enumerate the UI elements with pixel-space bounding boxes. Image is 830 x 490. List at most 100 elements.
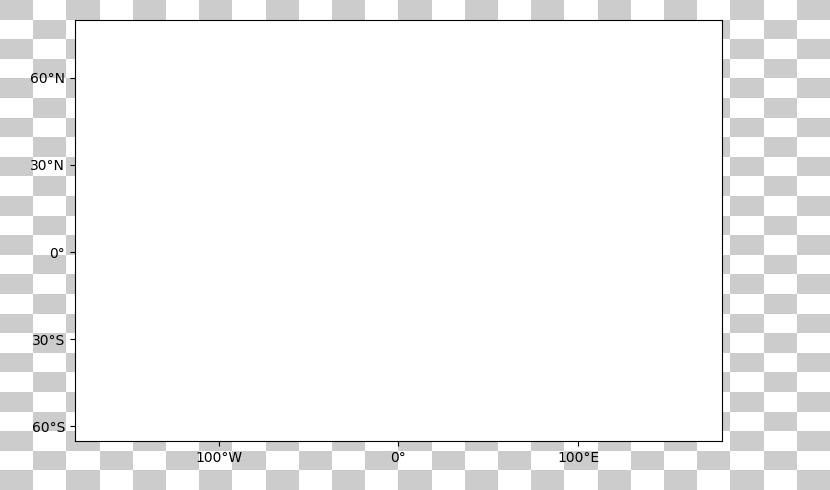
Bar xyxy=(598,274,631,294)
Bar xyxy=(764,235,797,255)
Bar xyxy=(299,372,332,392)
Bar xyxy=(764,353,797,372)
Bar xyxy=(432,412,465,431)
Bar xyxy=(797,255,830,274)
Bar xyxy=(0,470,33,490)
Bar xyxy=(133,157,166,176)
Bar xyxy=(598,59,631,78)
Bar xyxy=(332,118,365,137)
Bar xyxy=(398,137,432,157)
Bar xyxy=(365,255,398,274)
Bar xyxy=(432,235,465,255)
Bar xyxy=(365,235,398,255)
Bar xyxy=(531,196,564,216)
Bar xyxy=(133,0,166,20)
Bar xyxy=(133,353,166,372)
Bar xyxy=(730,137,764,157)
Bar xyxy=(365,59,398,78)
Bar xyxy=(299,196,332,216)
Bar xyxy=(133,98,166,118)
Bar xyxy=(398,0,432,20)
Bar xyxy=(564,294,598,314)
Bar xyxy=(0,0,33,20)
Bar xyxy=(498,20,531,39)
Bar xyxy=(332,255,365,274)
Bar xyxy=(432,353,465,372)
Bar xyxy=(100,353,133,372)
Bar xyxy=(465,235,498,255)
Bar xyxy=(365,176,398,196)
Bar xyxy=(33,431,66,451)
Bar xyxy=(531,98,564,118)
Bar xyxy=(0,59,33,78)
Bar xyxy=(332,137,365,157)
Bar xyxy=(100,235,133,255)
Bar xyxy=(797,451,830,470)
Bar xyxy=(365,353,398,372)
Bar xyxy=(764,98,797,118)
Bar xyxy=(266,20,299,39)
Bar xyxy=(199,333,232,353)
Bar xyxy=(531,255,564,274)
Bar xyxy=(531,353,564,372)
Bar xyxy=(66,157,100,176)
Bar xyxy=(531,118,564,137)
Bar xyxy=(232,98,266,118)
Bar xyxy=(764,470,797,490)
Bar xyxy=(631,235,664,255)
Bar xyxy=(266,98,299,118)
Bar xyxy=(398,372,432,392)
Bar xyxy=(432,0,465,20)
Bar xyxy=(66,431,100,451)
Bar xyxy=(764,216,797,235)
Bar xyxy=(631,216,664,235)
Bar xyxy=(299,470,332,490)
Bar xyxy=(398,118,432,137)
Bar xyxy=(631,98,664,118)
Bar xyxy=(199,431,232,451)
Bar xyxy=(232,39,266,59)
Bar xyxy=(266,314,299,333)
Bar xyxy=(33,451,66,470)
Bar xyxy=(332,392,365,412)
Bar xyxy=(166,98,199,118)
Bar xyxy=(232,431,266,451)
Bar xyxy=(432,431,465,451)
Bar xyxy=(697,78,730,98)
Bar xyxy=(398,255,432,274)
Bar xyxy=(199,451,232,470)
Bar xyxy=(730,157,764,176)
Bar xyxy=(764,137,797,157)
Bar xyxy=(797,39,830,59)
Bar xyxy=(564,235,598,255)
Bar xyxy=(564,0,598,20)
Bar xyxy=(266,39,299,59)
Bar xyxy=(764,39,797,59)
Bar xyxy=(598,118,631,137)
Bar xyxy=(631,314,664,333)
Bar xyxy=(531,235,564,255)
Bar xyxy=(631,196,664,216)
Bar xyxy=(598,20,631,39)
Bar xyxy=(432,392,465,412)
Bar xyxy=(730,216,764,235)
Bar xyxy=(631,0,664,20)
Bar xyxy=(797,372,830,392)
Bar xyxy=(166,431,199,451)
Bar xyxy=(564,392,598,412)
Bar xyxy=(66,216,100,235)
Bar xyxy=(764,0,797,20)
Bar xyxy=(100,39,133,59)
Bar xyxy=(299,294,332,314)
Bar xyxy=(664,353,697,372)
Bar xyxy=(498,372,531,392)
Bar xyxy=(100,0,133,20)
Bar xyxy=(730,431,764,451)
Bar xyxy=(266,59,299,78)
Bar xyxy=(66,392,100,412)
Bar xyxy=(598,314,631,333)
Bar xyxy=(199,392,232,412)
Bar xyxy=(631,333,664,353)
Bar xyxy=(332,235,365,255)
Bar xyxy=(531,412,564,431)
